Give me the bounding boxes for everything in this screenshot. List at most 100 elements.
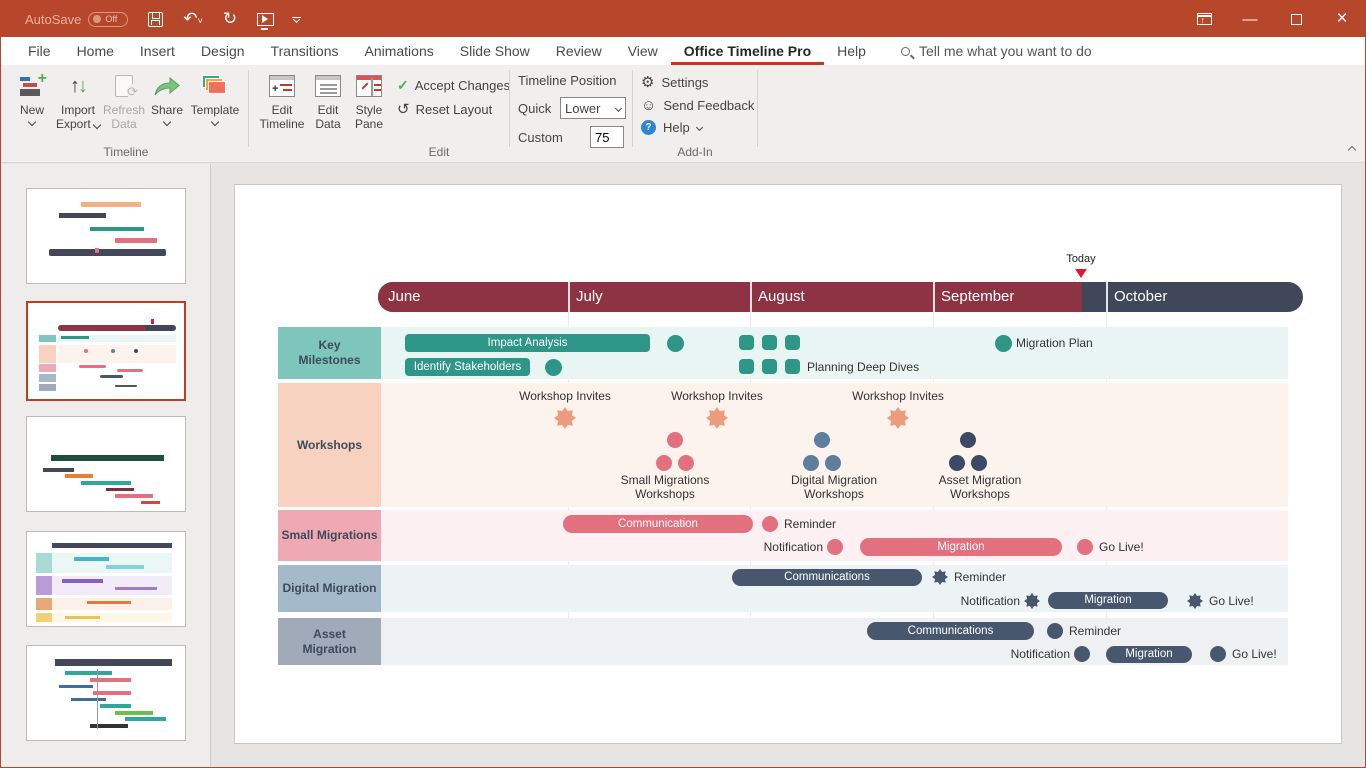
tab-review[interactable]: Review	[555, 43, 602, 59]
workshop-dot[interactable]	[803, 455, 819, 471]
milestone-dot-impact-analysis[interactable]	[667, 335, 684, 352]
workshop-invite-star[interactable]	[887, 407, 909, 429]
row-label-workshops[interactable]: Workshops	[278, 383, 381, 507]
milestone-square[interactable]	[762, 335, 777, 350]
label-am-go-live[interactable]: Go Live!	[1232, 647, 1277, 661]
label-dm-reminder[interactable]: Reminder	[954, 570, 1007, 584]
quick-position-dropdown[interactable]: Lower	[560, 97, 626, 119]
slide-thumbnail-2-selected[interactable]	[26, 301, 186, 401]
tab-animations[interactable]: Animations	[364, 43, 434, 59]
label-sm-reminder[interactable]: Reminder	[784, 517, 837, 531]
slide-thumbnail-5[interactable]	[26, 645, 186, 741]
task-dm-communications[interactable]: Communications	[732, 569, 922, 586]
workshop-dot[interactable]	[825, 455, 841, 471]
slide-thumbnail-4[interactable]	[26, 531, 186, 627]
tab-help[interactable]: Help	[837, 43, 866, 59]
send-feedback-button[interactable]: ☺ Send Feedback	[641, 97, 755, 114]
style-pane-button[interactable]: Style Pane	[349, 71, 389, 132]
workshop-dot[interactable]	[656, 455, 672, 471]
tab-slide-show[interactable]: Slide Show	[459, 43, 530, 59]
task-impact-analysis[interactable]: Impact Analysis	[405, 334, 650, 352]
label-small-migrations-workshops[interactable]: Small Migrations Workshops	[620, 473, 710, 502]
tab-file[interactable]: File	[28, 43, 51, 59]
timeline-month-band[interactable]: June July August September October	[378, 282, 1303, 312]
new-button[interactable]: + New	[13, 70, 51, 127]
sm-reminder-dot[interactable]	[762, 516, 778, 532]
slide-thumbnail-3[interactable]	[26, 416, 186, 512]
settings-button[interactable]: ⚙ Settings	[641, 74, 709, 91]
workshop-dot[interactable]	[949, 455, 965, 471]
label-digital-migration-workshops[interactable]: Digital Migration Workshops	[790, 473, 878, 502]
slide-thumbnail-1[interactable]	[26, 188, 186, 284]
label-dm-go-live[interactable]: Go Live!	[1209, 594, 1254, 608]
label-am-notification[interactable]: Notification	[1010, 647, 1070, 661]
milestone-square[interactable]	[739, 335, 754, 350]
am-go-live-dot[interactable]	[1210, 646, 1226, 662]
tab-office-timeline-pro[interactable]: Office Timeline Pro	[670, 37, 825, 65]
start-slideshow-icon[interactable]	[257, 12, 275, 30]
label-sm-go-live[interactable]: Go Live!	[1099, 540, 1144, 554]
slide[interactable]: Today June July August September October	[234, 184, 1342, 744]
label-planning-deep-dives[interactable]: Planning Deep Dives	[807, 360, 920, 374]
milestone-square[interactable]	[785, 335, 800, 350]
tab-home[interactable]: Home	[76, 43, 114, 59]
workshop-dot[interactable]	[678, 455, 694, 471]
tab-transitions[interactable]: Transitions	[270, 43, 339, 59]
label-dm-notification[interactable]: Notification	[960, 594, 1020, 608]
row-label-key-milestones[interactable]: Key Milestones	[278, 327, 381, 379]
edit-timeline-button[interactable]: + Edit Timeline	[257, 71, 307, 132]
tab-design[interactable]: Design	[200, 43, 245, 59]
autosave-control[interactable]: AutoSave Off	[25, 11, 129, 27]
workshop-dot[interactable]	[971, 455, 987, 471]
task-identify-stakeholders[interactable]: Identify Stakeholders	[405, 358, 530, 376]
label-am-reminder[interactable]: Reminder	[1069, 624, 1122, 638]
row-label-digital-migration[interactable]: Digital Migration	[278, 565, 381, 612]
dm-notification-marker[interactable]	[1024, 593, 1040, 609]
dm-go-live-marker[interactable]	[1187, 593, 1203, 609]
row-label-asset-migration[interactable]: Asset Migration	[278, 618, 381, 665]
tab-insert[interactable]: Insert	[139, 43, 175, 59]
label-workshop-invites[interactable]: Workshop Invites	[852, 389, 944, 403]
edit-data-button[interactable]: Edit Data	[309, 71, 347, 132]
workshop-dot[interactable]	[960, 432, 976, 448]
help-button[interactable]: ? Help	[641, 120, 754, 135]
share-button[interactable]: Share	[147, 71, 187, 127]
sm-go-live-dot[interactable]	[1077, 539, 1093, 555]
redo-icon[interactable]: ↻	[222, 9, 238, 28]
custom-position-input[interactable]	[590, 126, 624, 148]
autosave-toggle[interactable]: Off	[88, 11, 129, 27]
today-label[interactable]: Today	[1066, 253, 1096, 265]
label-sm-notification[interactable]: Notification	[763, 540, 823, 554]
task-am-migration[interactable]: Migration	[1106, 646, 1192, 663]
collapse-ribbon-button[interactable]	[1347, 142, 1357, 156]
task-dm-migration[interactable]: Migration	[1048, 592, 1168, 609]
row-label-small-migrations[interactable]: Small Migrations	[278, 510, 381, 561]
label-migration-plan[interactable]: Migration Plan	[1016, 336, 1093, 350]
accept-changes-button[interactable]: ✓ Accept Changes	[397, 77, 511, 93]
workshop-invite-star[interactable]	[554, 407, 576, 429]
template-button[interactable]: Template	[187, 71, 243, 127]
milestone-square[interactable]	[785, 359, 800, 374]
workshop-invite-star[interactable]	[706, 407, 728, 429]
label-workshop-invites[interactable]: Workshop Invites	[671, 389, 763, 403]
maximize-button[interactable]	[1273, 1, 1319, 37]
reset-layout-button[interactable]: ↺ Reset Layout	[397, 101, 493, 118]
workshop-dot[interactable]	[814, 432, 830, 448]
milestone-square[interactable]	[762, 359, 777, 374]
slide-thumbnail-panel[interactable]	[1, 164, 211, 767]
am-reminder-dot[interactable]	[1047, 623, 1063, 639]
label-workshop-invites[interactable]: Workshop Invites	[519, 389, 611, 403]
today-marker-icon[interactable]	[1075, 269, 1087, 278]
am-notification-dot[interactable]	[1074, 646, 1090, 662]
sm-notification-dot[interactable]	[827, 539, 843, 555]
tell-me-search[interactable]: Tell me what you want to do	[900, 43, 1092, 59]
workshop-dot[interactable]	[667, 432, 683, 448]
label-asset-migration-workshops[interactable]: Asset Migration Workshops	[938, 473, 1022, 502]
task-sm-communication[interactable]: Communication	[563, 515, 753, 533]
ribbon-display-options-button[interactable]	[1181, 1, 1227, 37]
save-icon[interactable]	[148, 11, 164, 27]
milestone-dot-identify-stakeholders[interactable]	[545, 359, 562, 376]
undo-icon[interactable]: ↶˅	[183, 9, 203, 28]
close-button[interactable]: ×	[1336, 8, 1348, 29]
task-sm-migration[interactable]: Migration	[860, 538, 1062, 556]
